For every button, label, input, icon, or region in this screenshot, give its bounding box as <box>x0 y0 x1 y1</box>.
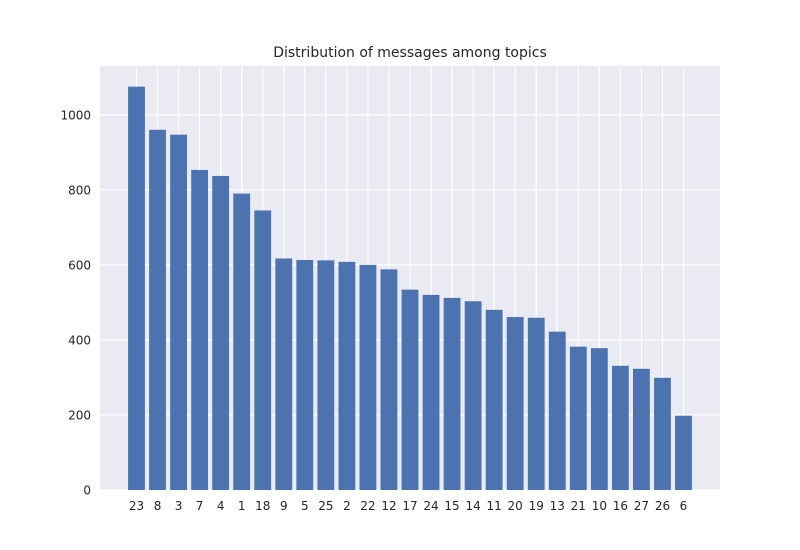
x-tick-label: 16 <box>613 499 628 513</box>
bar-topic-21 <box>569 346 587 490</box>
y-tick-label: 800 <box>68 183 91 197</box>
bar-topic-16 <box>611 365 629 490</box>
bar-topic-26 <box>654 377 671 490</box>
bar-topic-25 <box>317 260 335 490</box>
bar-topic-9 <box>275 258 293 490</box>
x-tick-label: 5 <box>301 499 309 513</box>
x-tick-label: 11 <box>487 499 502 513</box>
bar-topic-8 <box>149 129 166 491</box>
bar-topic-12 <box>380 269 398 490</box>
bar-topic-1 <box>233 193 251 490</box>
x-tick-label: 26 <box>655 499 670 513</box>
y-tick-label: 600 <box>68 258 91 272</box>
bar-topic-10 <box>590 348 608 490</box>
x-tick-label: 21 <box>571 499 586 513</box>
bar-topic-17 <box>401 289 419 490</box>
x-tick-label: 12 <box>381 499 396 513</box>
x-tick-label: 27 <box>634 499 649 513</box>
x-tick-label: 22 <box>360 499 375 513</box>
bar-topic-4 <box>212 175 230 490</box>
x-tick-label: 10 <box>592 499 607 513</box>
x-tick-label: 2 <box>343 499 351 513</box>
x-tick-label: 25 <box>318 499 333 513</box>
x-tick-label: 20 <box>508 499 523 513</box>
bar-topic-13 <box>548 331 566 490</box>
x-tick-label: 7 <box>196 499 204 513</box>
bar-topic-3 <box>170 134 187 491</box>
x-tick-label: 19 <box>529 499 544 513</box>
y-tick-label: 200 <box>68 408 91 422</box>
x-tick-label: 15 <box>444 499 459 513</box>
x-tick-label: 9 <box>280 499 288 513</box>
bar-topic-7 <box>191 169 209 490</box>
x-tick-label: 14 <box>465 499 480 513</box>
bar-topic-2 <box>338 261 356 490</box>
bar-topic-24 <box>422 294 440 490</box>
bar-topic-18 <box>254 210 272 490</box>
y-tick-label: 400 <box>68 333 91 347</box>
x-tick-label: 23 <box>129 499 144 513</box>
x-tick-label: 8 <box>154 499 162 513</box>
bar-topic-27 <box>633 368 650 490</box>
bar-topic-19 <box>527 317 545 490</box>
y-tick-label: 0 <box>83 484 91 498</box>
x-tick-label: 6 <box>680 499 688 513</box>
bar-topic-22 <box>359 264 377 490</box>
y-tick-label: 1000 <box>60 108 91 122</box>
x-tick-label: 1 <box>238 499 246 513</box>
x-tick-label: 13 <box>550 499 565 513</box>
chart-title: Distribution of messages among topics <box>273 45 547 61</box>
bar-topic-15 <box>443 297 461 490</box>
bar-topic-11 <box>485 309 503 490</box>
x-tick-label: 24 <box>423 499 438 513</box>
bars <box>128 86 692 491</box>
bar-topic-14 <box>464 301 482 490</box>
bar-topic-20 <box>506 317 524 490</box>
x-tick-labels: 23 8 3 7 4 1 18 9 5 25 2 22 12 17 24 15 14 11 20 19 13 21 10 16… <box>129 499 687 513</box>
bar-topic-6 <box>675 415 692 490</box>
bar-topic-23 <box>128 86 145 490</box>
y-tick-labels: 0 200 400 600 800 1000 <box>60 108 91 497</box>
x-tick-label: 17 <box>402 499 417 513</box>
bar-topic-5 <box>296 259 314 490</box>
x-tick-label: 4 <box>217 499 225 513</box>
x-tick-label: 3 <box>175 499 183 513</box>
x-tick-label: 18 <box>255 499 270 513</box>
